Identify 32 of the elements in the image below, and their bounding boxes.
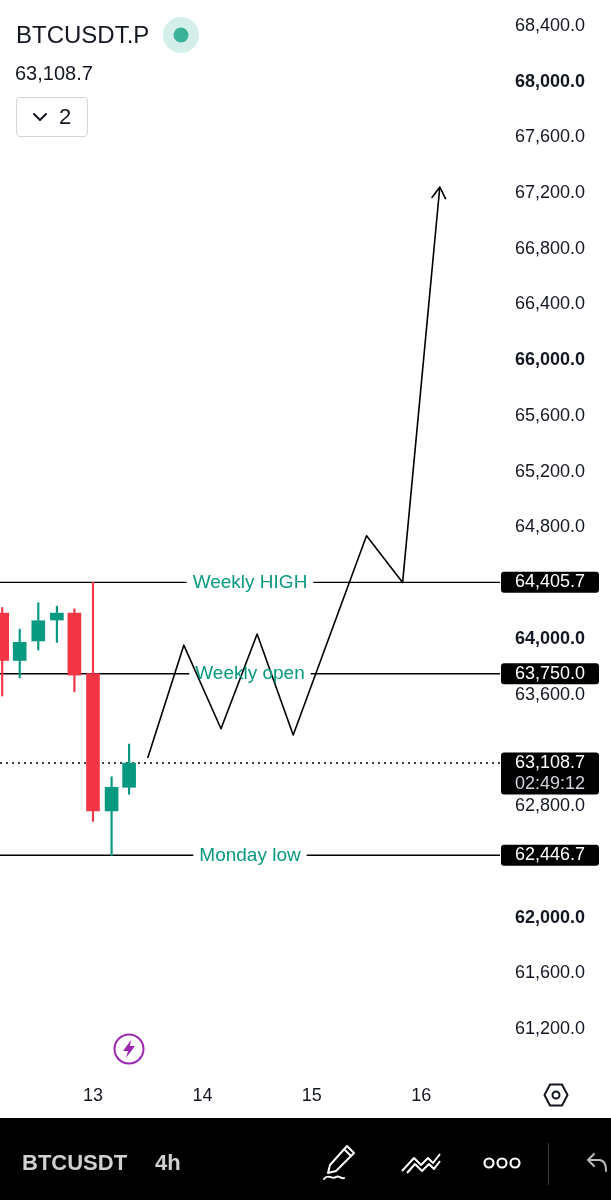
- ref-line-label: 64,405.7: [515, 571, 586, 592]
- text: 63,108.7: [15, 61, 93, 85]
- x-tick-label: 14: [192, 1084, 213, 1105]
- dropdown-button[interactable]: 2: [16, 97, 88, 137]
- annotation: Weekly HIGH: [192, 570, 308, 592]
- y-tick-label: 64,800.0: [515, 516, 586, 537]
- y-tick-label: 62,000.0: [515, 906, 586, 927]
- ref-line-label: 63,750.0: [515, 662, 586, 683]
- y-tick-label: 67,200.0: [515, 181, 586, 202]
- y-tick-label: 66,800.0: [515, 237, 586, 258]
- text: 4h: [155, 1149, 181, 1177]
- chart-title: BTCUSDT.P: [16, 21, 150, 49]
- annotation: 2: [58, 104, 72, 130]
- annotation: Monday low: [199, 843, 301, 865]
- y-tick-label: 63,600.0: [515, 683, 586, 704]
- x-tick-label: 15: [301, 1084, 322, 1105]
- x-tick-label: 16: [411, 1084, 432, 1105]
- ref-line-label: 63,108.7 02:49:12: [515, 752, 586, 794]
- y-tick-label: 62,800.0: [515, 795, 586, 816]
- y-tick-label: 66,400.0: [515, 293, 586, 314]
- y-tick-label: 61,600.0: [515, 962, 586, 983]
- y-tick-label: 67,600.0: [515, 126, 586, 147]
- y-tick-label: 65,200.0: [515, 460, 586, 481]
- y-tick-label: 65,600.0: [515, 404, 586, 425]
- y-tick-label: 61,200.0: [515, 1017, 586, 1038]
- y-tick-label: 68,000.0: [515, 70, 586, 91]
- y-tick-label: 66,000.0: [515, 349, 586, 370]
- ref-line-label: 62,446.7: [515, 844, 586, 865]
- y-tick-label: 64,000.0: [515, 627, 586, 648]
- text: BTCUSDT: [22, 1149, 128, 1177]
- y-tick-label: 68,400.0: [515, 14, 586, 35]
- x-tick-label: 13: [82, 1084, 104, 1105]
